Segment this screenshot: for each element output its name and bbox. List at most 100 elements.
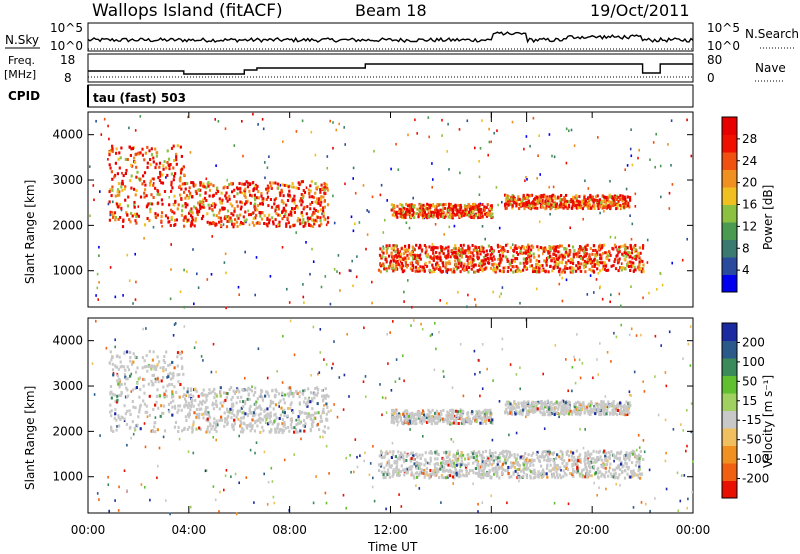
scatter-cell [665, 384, 668, 388]
echo-cell [108, 153, 111, 157]
scatter-cell [237, 285, 240, 289]
echo-cell [133, 187, 136, 191]
echo-cell [521, 204, 524, 208]
echo-cell [293, 207, 296, 211]
scatter-cell [189, 151, 192, 154]
scatter-cell [179, 290, 182, 293]
echo-cell [266, 392, 270, 396]
echo-cell [164, 214, 168, 218]
echo-cell [246, 185, 250, 189]
echo-cell [633, 265, 636, 269]
echo-cell [449, 215, 452, 219]
echo-cell [207, 184, 210, 188]
echo-cell [186, 427, 189, 431]
echo-cell [433, 469, 436, 472]
scatter-cell [525, 176, 527, 179]
echo-cell [527, 250, 530, 253]
echo-cell [160, 215, 163, 218]
echo-cell [561, 257, 564, 261]
echo-cell [127, 195, 130, 199]
scatter-cell [244, 250, 246, 254]
echo-cell [560, 194, 563, 197]
scatter-cell [636, 448, 638, 452]
echo-cell [254, 206, 257, 210]
echo-cell [259, 392, 262, 396]
echo-cell [429, 450, 432, 454]
scatter-cell [348, 269, 351, 272]
echo-cell [478, 262, 481, 266]
echo-cell [440, 212, 444, 215]
echo-cell [129, 359, 132, 363]
echo-cell [184, 196, 187, 200]
echo-cell [393, 205, 396, 209]
echo-cell [441, 215, 444, 219]
echo-cell [496, 263, 499, 267]
echo-cell [533, 255, 536, 259]
echo-cell [323, 218, 326, 222]
scatter-cell [120, 208, 123, 212]
echo-cell [141, 147, 144, 151]
echo-cell [320, 222, 323, 226]
scatter-cell [489, 449, 491, 452]
echo-cell [642, 244, 645, 248]
echo-cell [522, 471, 525, 475]
echo-cell [124, 172, 127, 175]
scatter-cell [226, 178, 228, 182]
echo-cell [120, 146, 123, 150]
scatter-cell [255, 441, 258, 444]
echo-cell [471, 260, 474, 264]
echo-cell [162, 164, 165, 168]
echo-cell [593, 198, 596, 202]
echo-cell [322, 211, 325, 215]
echo-cell [197, 394, 200, 398]
echo-cell [148, 149, 151, 153]
echo-cell [193, 205, 196, 209]
echo-cell [152, 156, 155, 160]
echo-cell [623, 454, 626, 458]
echo-cell [525, 266, 528, 270]
echo-cell [255, 213, 258, 217]
echo-cell [156, 192, 159, 196]
echo-cell [266, 390, 269, 394]
echo-cell [446, 460, 449, 463]
echo-cell [492, 268, 495, 272]
echo-cell [402, 215, 405, 219]
scatter-cell [478, 359, 480, 362]
echo-cell [226, 219, 229, 223]
scatter-cell [592, 376, 594, 380]
scatter-cell [288, 301, 291, 304]
echo-cell [241, 411, 244, 415]
echo-cell [604, 454, 607, 458]
echo-cell [315, 219, 318, 223]
echo-cell [156, 377, 159, 381]
scatter-cell [587, 187, 590, 190]
echo-cell [554, 466, 557, 470]
echo-cell [121, 182, 124, 186]
scatter-cell [691, 490, 693, 494]
echo-cell [246, 397, 249, 401]
echo-cell [284, 393, 287, 397]
echo-cell [278, 417, 281, 420]
echo-cell [575, 252, 578, 256]
echo-cell [124, 198, 127, 202]
echo-cell [549, 246, 552, 250]
scatter-cell [432, 178, 434, 181]
echo-cell [198, 210, 201, 213]
cpid-label: CPID [8, 89, 40, 103]
echo-cell [479, 249, 482, 253]
echo-cell [313, 222, 316, 226]
echo-cell [162, 385, 165, 389]
echo-cell [456, 213, 459, 217]
echo-cell [526, 457, 529, 460]
echo-cell [202, 399, 205, 403]
echo-cell [472, 265, 475, 269]
echo-cell [170, 383, 174, 386]
echo-cell [436, 246, 439, 250]
echo-cell [478, 268, 481, 271]
echo-cell [461, 248, 464, 252]
echo-cell [170, 146, 174, 150]
scatter-cell [97, 298, 99, 301]
echo-cell [118, 190, 121, 194]
scatter-cell [351, 259, 353, 263]
echo-cell [418, 208, 421, 212]
